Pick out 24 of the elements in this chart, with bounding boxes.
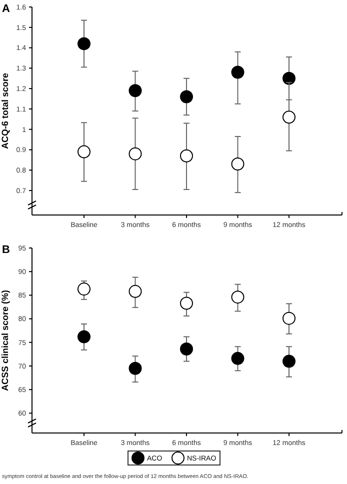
point [128,362,142,375]
point [128,147,142,160]
point [128,284,142,298]
point [180,342,193,356]
point [231,290,244,304]
point [282,312,296,325]
point [180,90,193,104]
point [282,72,296,85]
point [128,84,142,98]
point [78,37,90,50]
point [282,110,296,124]
y-axis-title: ACSS clinical score (%) [0,290,10,392]
point [78,145,90,158]
point [231,352,244,365]
y-axis-title: ACQ-6 total score [0,72,10,150]
point [78,282,90,296]
point [231,66,244,79]
point [180,296,193,310]
point [78,330,90,344]
chart-title: A [2,3,10,15]
chart-title: B [2,244,10,256]
point [231,158,244,171]
point [180,149,193,162]
point [282,354,296,368]
